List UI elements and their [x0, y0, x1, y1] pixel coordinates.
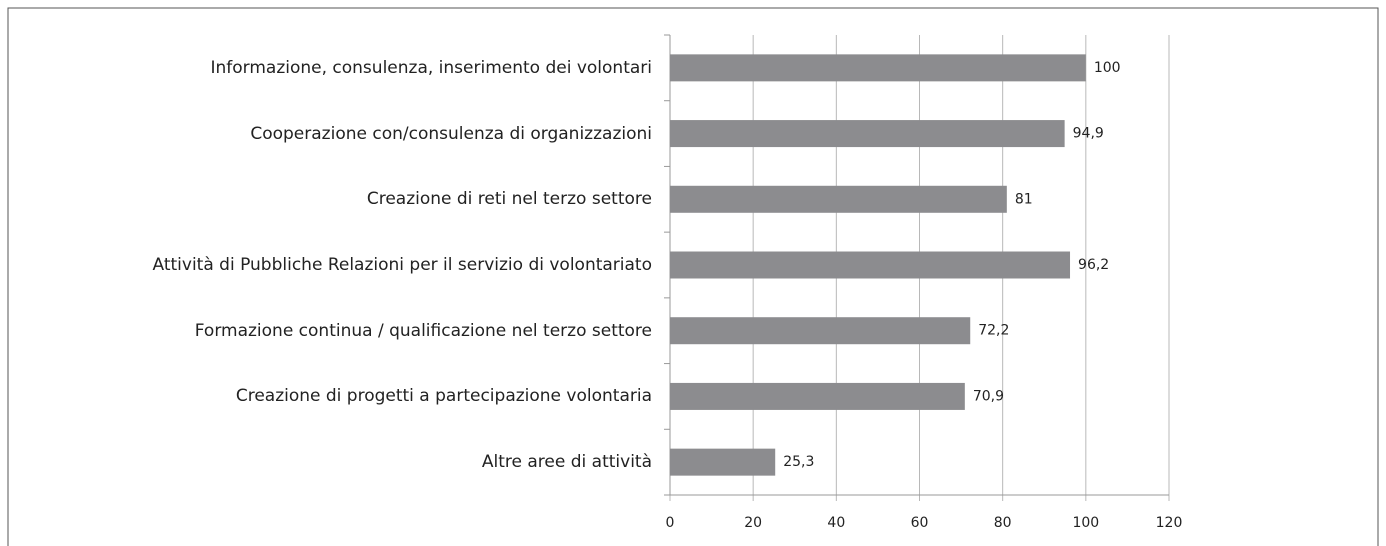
bar [670, 317, 971, 345]
x-tick-label: 120 [1156, 515, 1183, 531]
bar [670, 54, 1086, 82]
x-tick-label: 100 [1072, 515, 1099, 531]
value-label: 25,3 [783, 454, 814, 470]
bar [670, 251, 1071, 279]
bar [670, 448, 776, 476]
x-tick-label: 40 [827, 515, 845, 531]
y-tick-label: Informazione, consulenza, inserimento de… [210, 57, 652, 78]
y-tick-label: Attività di Pubbliche Relazioni per il s… [152, 255, 653, 275]
value-label: 100 [1094, 60, 1121, 76]
y-tick-label: Cooperazione con/consulenza di organizza… [250, 123, 652, 144]
value-label: 81 [1015, 191, 1033, 207]
x-tick-label: 20 [744, 515, 762, 531]
value-label: 96,2 [1078, 257, 1109, 273]
bar [670, 185, 1007, 213]
x-tick-label: 0 [666, 515, 675, 531]
x-tick-label: 60 [911, 515, 929, 531]
value-label: 94,9 [1073, 126, 1104, 142]
y-tick-label: Creazione di reti nel terzo settore [366, 189, 652, 210]
value-label: 70,9 [973, 388, 1004, 404]
value-label: 72,2 [978, 323, 1009, 339]
bar [670, 382, 965, 410]
bar [670, 120, 1065, 148]
y-tick-label: Creazione di progetti a partecipazione v… [235, 386, 652, 407]
y-tick-label: Altre aree di attività [481, 452, 652, 473]
x-tick-label: 80 [994, 515, 1012, 531]
frame [7, 7, 1379, 546]
y-tick-label: Formazione continua / qualificazione nel… [194, 320, 652, 341]
